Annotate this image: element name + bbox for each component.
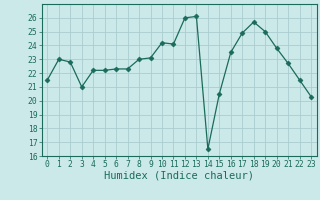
X-axis label: Humidex (Indice chaleur): Humidex (Indice chaleur) <box>104 171 254 181</box>
